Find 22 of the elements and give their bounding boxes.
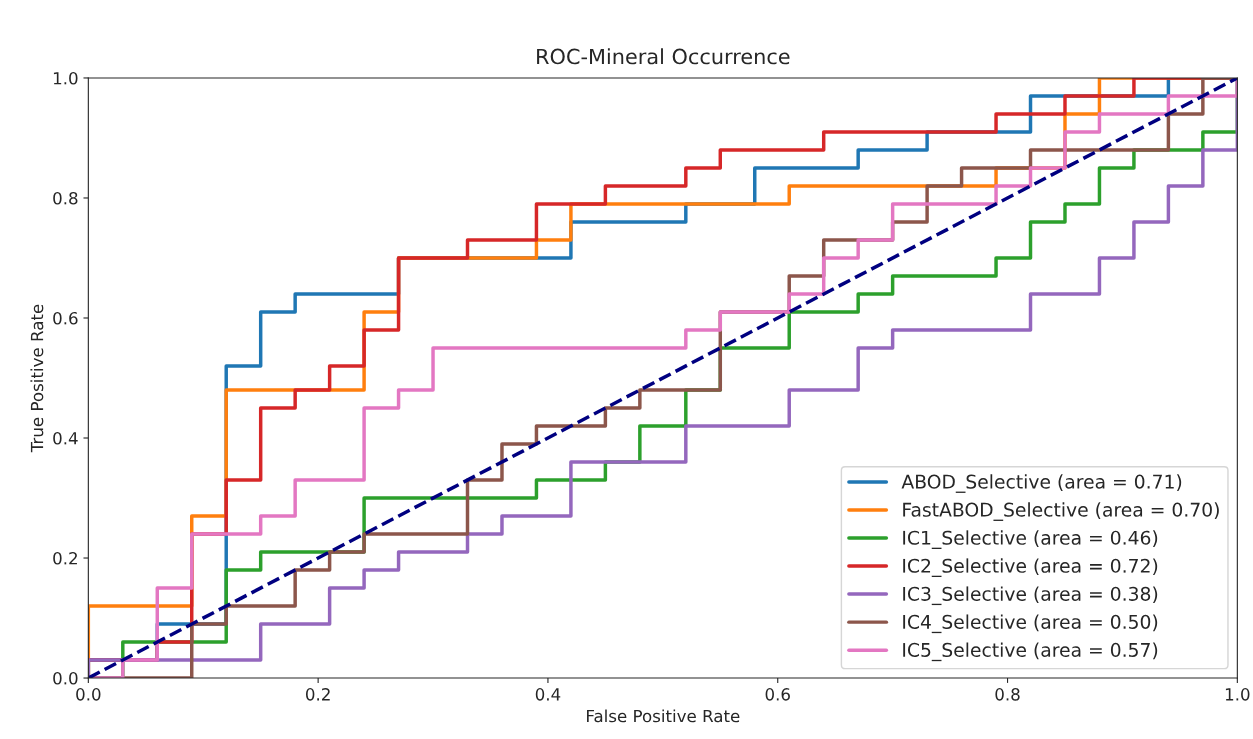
legend-label: IC5_Selective (area = 0.57) [903, 642, 1158, 662]
x-tick-label: 0.2 [305, 688, 330, 701]
x-axis-title: False Positive Rate [587, 709, 740, 723]
y-tick-label: 0.4 [53, 431, 78, 445]
x-tick-label: 0.4 [535, 688, 561, 701]
y-axis-title: True Positive Rate [30, 304, 44, 453]
x-tick-label: 0.8 [995, 688, 1020, 701]
legend-label: FastABOD_Selective (area = 0.70) [903, 502, 1219, 521]
legend-label: IC3_Selective (area = 0.38) [903, 586, 1158, 606]
legend-label: IC2_Selective (area = 0.72) [903, 558, 1158, 578]
legend-label: IC4_Selective (area = 0.50) [903, 614, 1158, 634]
y-tick-label: 1.0 [53, 71, 78, 85]
legend-label: IC1_Selective (area = 0.46) [903, 530, 1158, 549]
legend-label: ABOD_Selective (area = 0.71) [901, 474, 1182, 493]
x-tick-label: 0.6 [765, 688, 790, 701]
x-tick-label: 0.0 [76, 688, 101, 701]
y-tick-label: 0.2 [53, 551, 77, 565]
y-tick-label: 0.8 [53, 191, 78, 205]
chart-title: ROC-Mineral Occurrence [537, 48, 790, 65]
y-tick-label: 0.6 [53, 311, 78, 325]
x-tick-label: 1.0 [1225, 688, 1250, 701]
y-tick-label: 0.0 [53, 671, 78, 685]
